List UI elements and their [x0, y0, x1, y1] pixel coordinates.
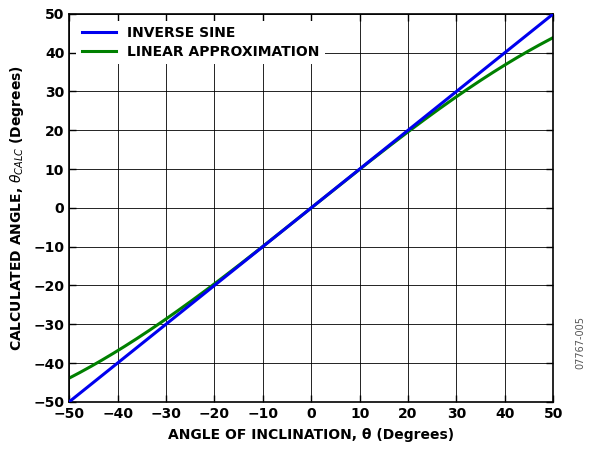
INVERSE SINE	[288, 221, 295, 226]
Legend: INVERSE SINE, LINEAR APPROXIMATION: INVERSE SINE, LINEAR APPROXIMATION	[76, 21, 325, 64]
INVERSE SINE	[90, 379, 97, 385]
INVERSE SINE	[536, 22, 543, 28]
Y-axis label: CALCULATED ANGLE, $\theta_{CALC}$ (Degrees): CALCULATED ANGLE, $\theta_{CALC}$ (Degre…	[8, 65, 27, 351]
INVERSE SINE	[301, 211, 308, 216]
INVERSE SINE	[447, 94, 454, 99]
LINEAR APPROXIMATION	[447, 98, 454, 104]
LINEAR APPROXIMATION	[301, 211, 308, 216]
LINEAR APPROXIMATION	[535, 42, 542, 48]
Line: INVERSE SINE: INVERSE SINE	[69, 14, 553, 402]
LINEAR APPROXIMATION	[65, 375, 72, 381]
LINEAR APPROXIMATION	[550, 35, 557, 40]
Text: 07767-005: 07767-005	[575, 316, 585, 369]
INVERSE SINE	[535, 22, 542, 28]
INVERSE SINE	[550, 11, 557, 17]
LINEAR APPROXIMATION	[288, 221, 295, 226]
INVERSE SINE	[65, 399, 72, 405]
LINEAR APPROXIMATION	[90, 362, 97, 368]
LINEAR APPROXIMATION	[536, 42, 543, 48]
X-axis label: ANGLE OF INCLINATION, θ (Degrees): ANGLE OF INCLINATION, θ (Degrees)	[168, 428, 454, 441]
Line: LINEAR APPROXIMATION: LINEAR APPROXIMATION	[69, 37, 553, 378]
